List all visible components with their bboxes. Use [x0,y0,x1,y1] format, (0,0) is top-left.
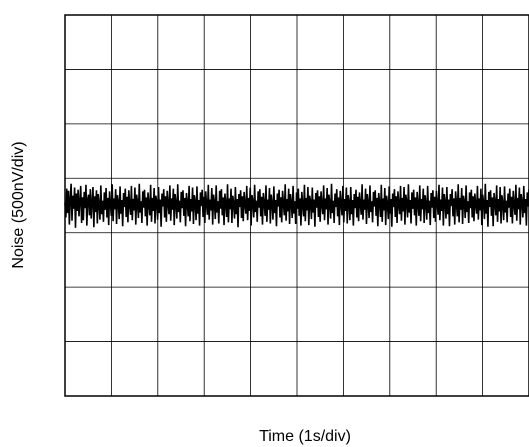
noise-trace-0 [64,183,529,228]
plot-frame [64,14,529,397]
trace-layer [64,183,529,228]
x-axis-label: Time (1s/div) [259,428,351,445]
y-axis-label: Noise (500nV/div) [10,141,27,268]
